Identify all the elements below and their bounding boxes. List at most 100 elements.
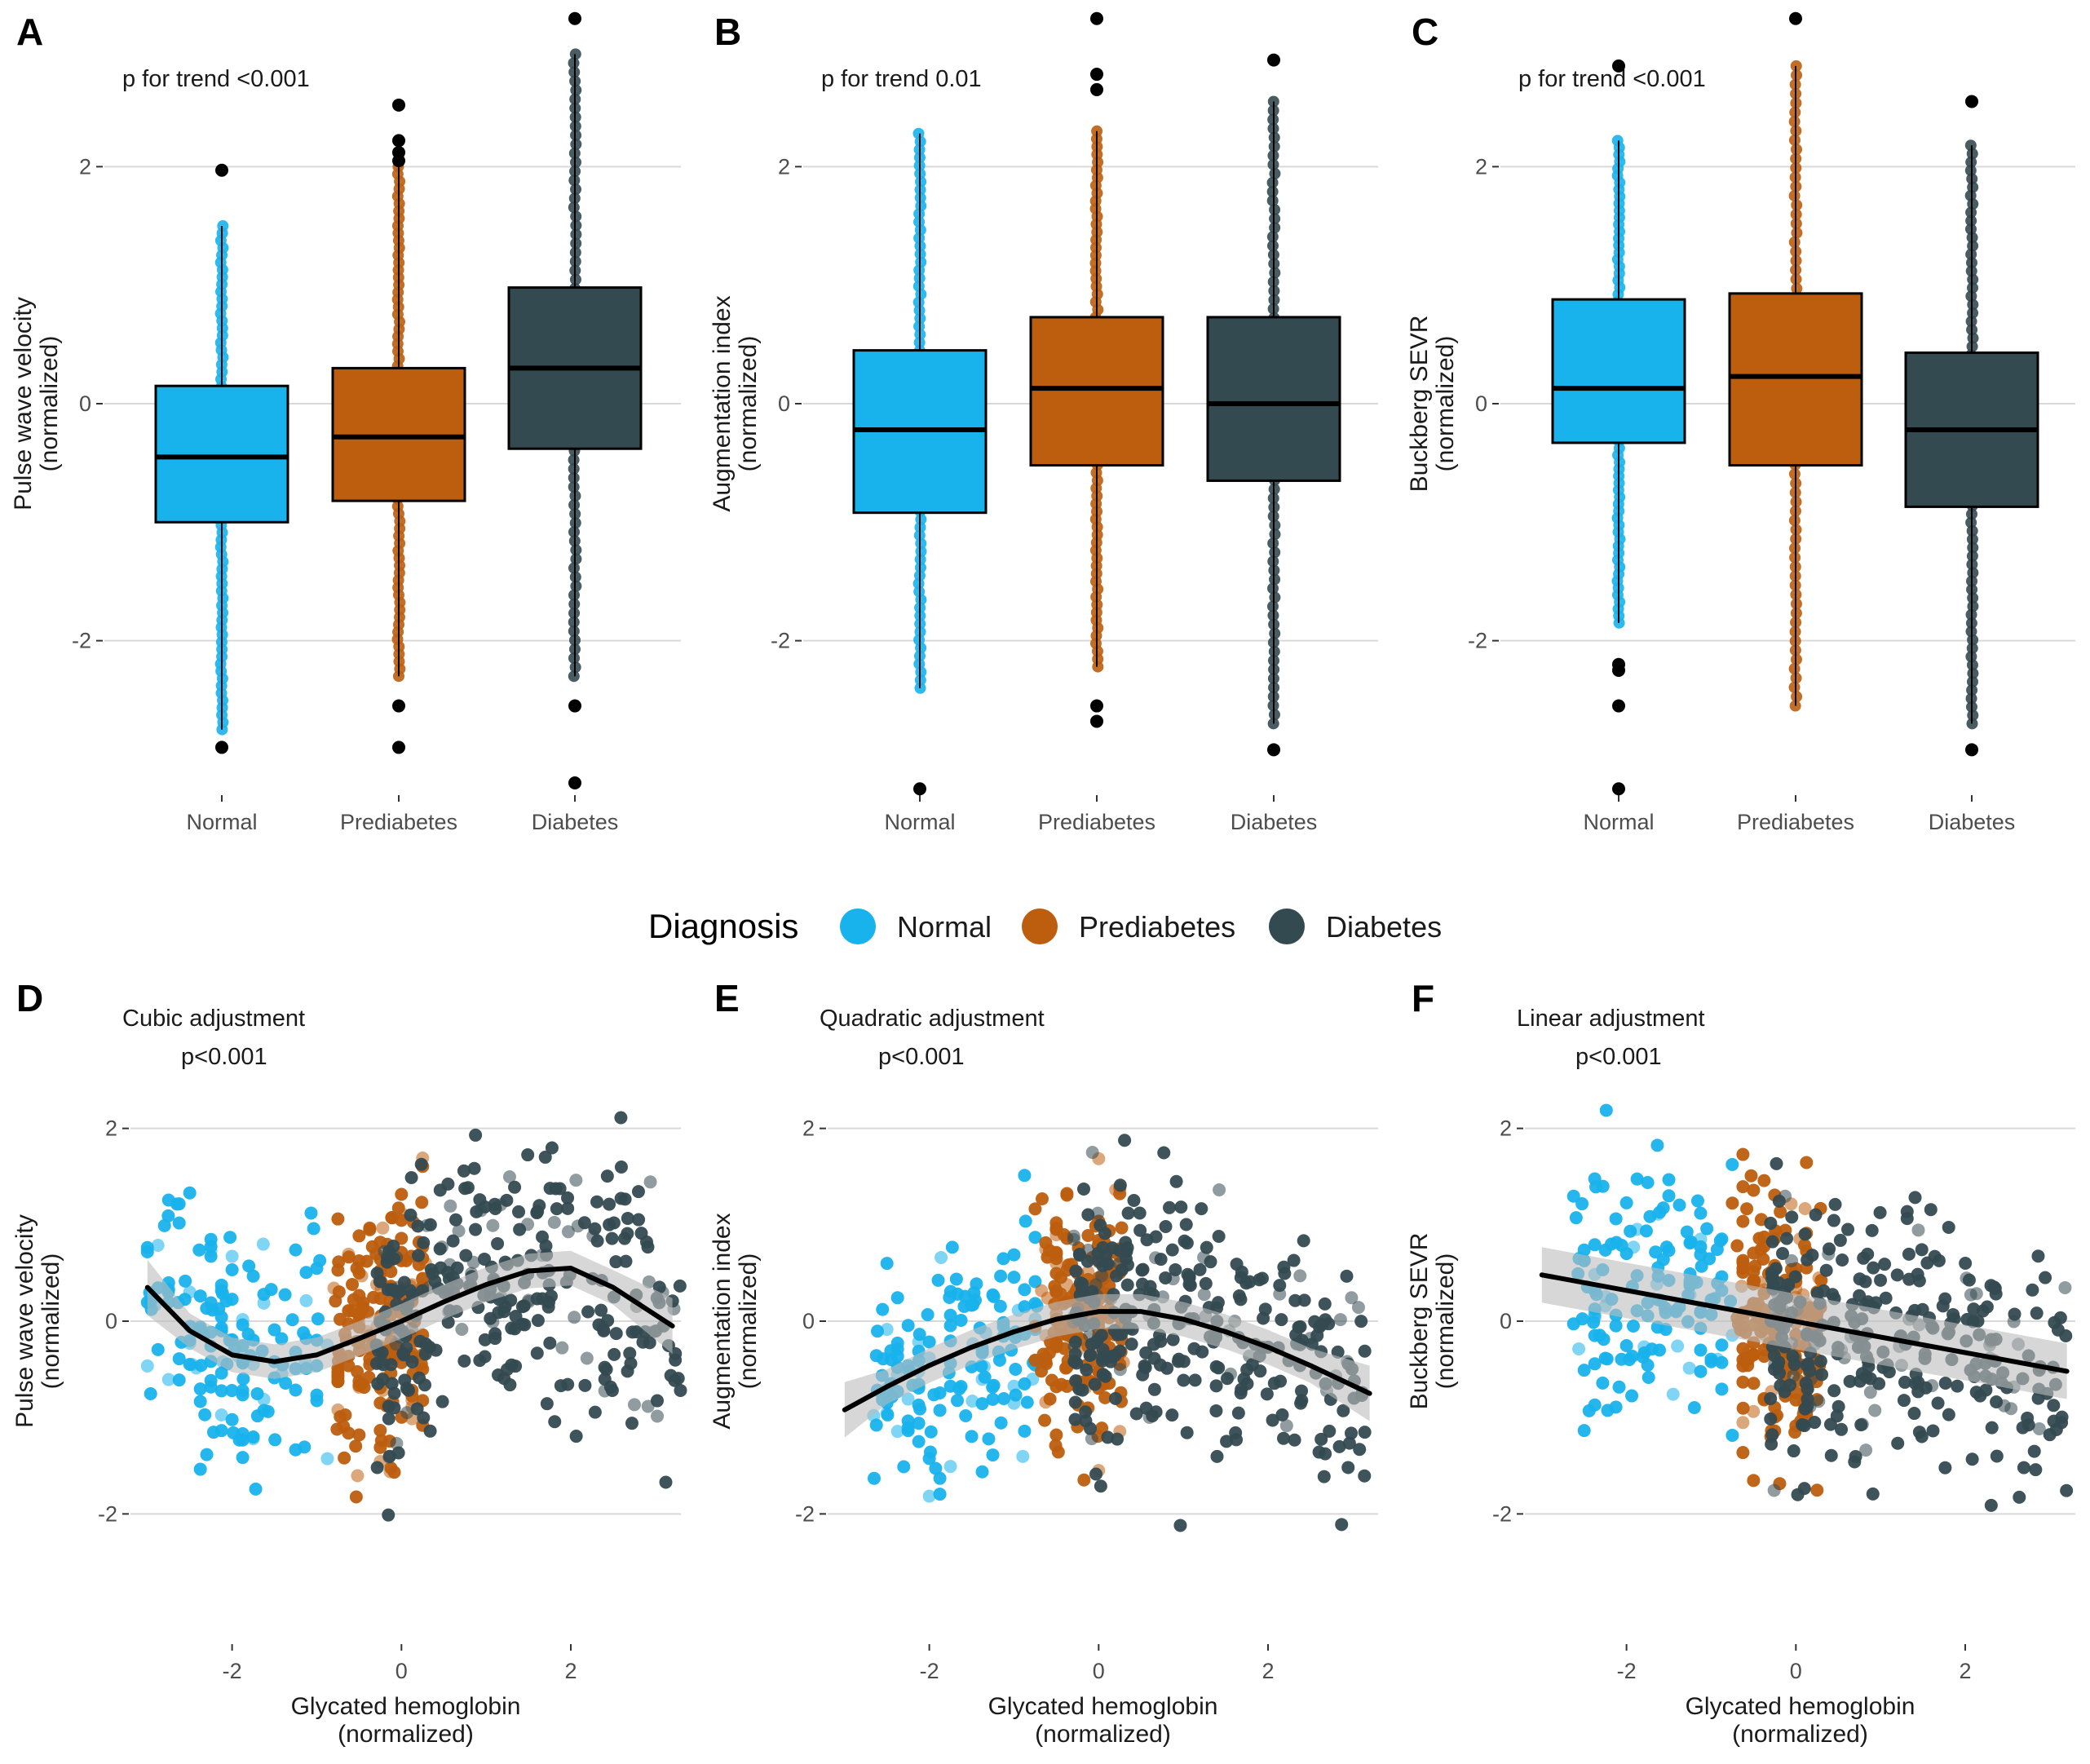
data-point [1636,1350,1650,1364]
data-point [674,1383,687,1397]
data-point [1680,1225,1694,1239]
data-point [922,1335,936,1349]
data-point [1067,1355,1081,1368]
data-point [236,1451,250,1465]
data-point [614,1160,628,1174]
data-point [1115,1328,1129,1342]
legend-label-diabetes: Diabetes [1326,910,1442,944]
data-point [441,1315,455,1329]
data-point [352,1229,366,1243]
data-point [1569,1211,1583,1225]
data-point [261,1404,275,1418]
x-axis-title-line-f-1: (normalized) [1732,1721,1868,1748]
data-point [951,1394,965,1408]
data-point [994,1416,1008,1430]
data-point [1125,1337,1138,1351]
data-point [151,1238,165,1252]
data-point [1293,1269,1307,1283]
data-point [1767,1483,1781,1497]
data-point [512,1205,526,1218]
data-point [435,1395,449,1408]
data-point [901,1392,915,1406]
data-point [1209,1379,1223,1393]
confidence-band-e [844,1293,1370,1438]
data-point [426,1267,440,1280]
data-point [1267,1377,1281,1390]
data-point [1318,1297,1332,1311]
data-point [1980,1300,1994,1314]
scatter-series-d-diabetes [369,1111,687,1522]
data-point [1967,634,1979,646]
data-point [570,219,582,232]
data-point [249,1482,263,1496]
data-point [890,1291,904,1305]
data-point [1269,222,1281,234]
data-point [1120,1278,1134,1292]
data-point [395,1231,409,1245]
data-point [1200,1240,1213,1254]
data-point [1879,1291,1893,1305]
data-point [1275,1408,1289,1421]
panel-letter-c: C [1412,11,1438,53]
data-point [1577,1243,1591,1257]
data-point [933,1488,947,1501]
data-point [1035,1284,1049,1298]
outlier-c-diabetes-0 [1965,95,1978,108]
data-point [332,1255,346,1269]
data-point [289,1243,303,1257]
data-point [1069,1264,1083,1278]
data-point [1671,1339,1685,1353]
data-point [1725,1196,1739,1210]
data-point [581,1305,595,1319]
data-point [352,1254,366,1268]
data-point [1266,582,1279,595]
data-point [570,210,582,223]
data-point [352,1428,366,1442]
data-point [536,1230,550,1244]
data-point [1079,1405,1093,1419]
data-point [614,1191,628,1205]
data-point [1926,1424,1940,1438]
data-point [1666,1387,1680,1401]
data-point [1260,1387,1274,1401]
data-point [1136,1262,1150,1276]
data-point [548,1415,562,1429]
fit-pvalue-d: p<0.001 [181,1044,267,1070]
data-point [461,1181,475,1195]
data-point [268,1433,282,1447]
data-point [1715,1338,1729,1352]
data-point [370,1267,384,1280]
data-point [586,1229,600,1243]
data-point [417,1411,431,1425]
panel-letter-f: F [1412,977,1434,1019]
y-axis-title-line-a-0: Pulse wave velocity [10,297,37,511]
data-point [225,1249,239,1263]
data-point [1682,1361,1696,1375]
data-point [1588,1238,1602,1252]
data-point [870,1324,884,1338]
data-point [1874,1273,1888,1287]
data-point [377,1358,391,1372]
data-point [298,1440,312,1454]
data-point [387,1401,401,1415]
data-point [256,1237,270,1251]
data-point [580,1351,594,1365]
outlier-a-prediabetes-5 [392,741,405,754]
data-point [1210,1449,1224,1463]
data-point [1180,1426,1194,1439]
data-point [505,1358,519,1372]
data-point [1878,1258,1892,1271]
data-point [1278,1267,1292,1280]
outlier-b-diabetes-1 [1267,743,1280,757]
box-a-normal [154,384,289,524]
data-point [1747,1183,1761,1197]
data-point [1234,1293,1248,1306]
data-point [1747,1265,1761,1279]
data-point [931,1273,945,1287]
data-point [469,1128,483,1142]
data-point [400,1406,414,1420]
data-point [311,1312,325,1326]
data-point [478,1333,492,1346]
data-point [1985,1421,1999,1435]
data-point [1868,1404,1882,1417]
